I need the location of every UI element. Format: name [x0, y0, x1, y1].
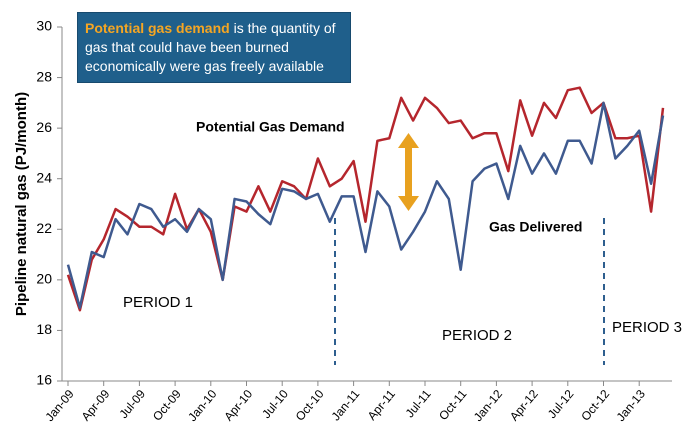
x-tick-label: Apr-11 [365, 387, 399, 423]
x-tick-label: Jan-12 [471, 387, 506, 424]
x-tick-label: Apr-10 [221, 387, 255, 424]
x-tick-label: Oct-11 [436, 387, 470, 423]
x-tick-label: Jan-13 [614, 387, 649, 424]
series-label: Gas Delivered [489, 219, 582, 235]
x-tick-label: Jul-10 [259, 387, 291, 421]
annotation-box: Potential gas demand is the quantity of … [77, 12, 351, 83]
period-label: PERIOD 3 [612, 319, 682, 336]
x-tick-label: Oct-10 [293, 387, 327, 424]
y-tick-label: 22 [36, 220, 52, 236]
series-label: Potential Gas Demand [196, 119, 345, 135]
series-line [66, 101, 665, 309]
y-tick-label: 30 [36, 18, 52, 34]
y-tick-label: 20 [36, 271, 52, 287]
x-tick-label: Jan-11 [329, 387, 363, 424]
y-tick-label: 16 [36, 372, 52, 388]
period-label: PERIOD 2 [442, 327, 512, 344]
x-tick-label: Jan-10 [185, 387, 220, 424]
x-tick-label: Jul-09 [116, 387, 148, 421]
y-tick-label: 24 [36, 169, 52, 185]
y-tick-label: 26 [36, 119, 52, 135]
series-line [66, 86, 665, 312]
annotation-text: is the quantity of gas that could have b… [85, 20, 336, 74]
x-tick-label: Jul-11 [403, 387, 434, 421]
period-label: PERIOD 1 [123, 294, 193, 311]
x-tick-label: Apr-09 [79, 387, 113, 424]
x-tick-label: Jul-12 [545, 387, 577, 421]
annotation-highlight: Potential gas demand [85, 20, 230, 36]
y-tick-label: 18 [36, 321, 52, 337]
x-tick-label: Jan-09 [42, 387, 77, 424]
x-tick-label: Oct-12 [578, 387, 612, 424]
x-tick-label: Oct-09 [150, 387, 184, 424]
y-axis-label: Pipeline natural gas (PJ/month) [13, 92, 30, 316]
y-tick-label: 28 [36, 68, 52, 84]
x-tick-label: Apr-12 [507, 387, 541, 424]
gap-arrow [398, 133, 419, 211]
